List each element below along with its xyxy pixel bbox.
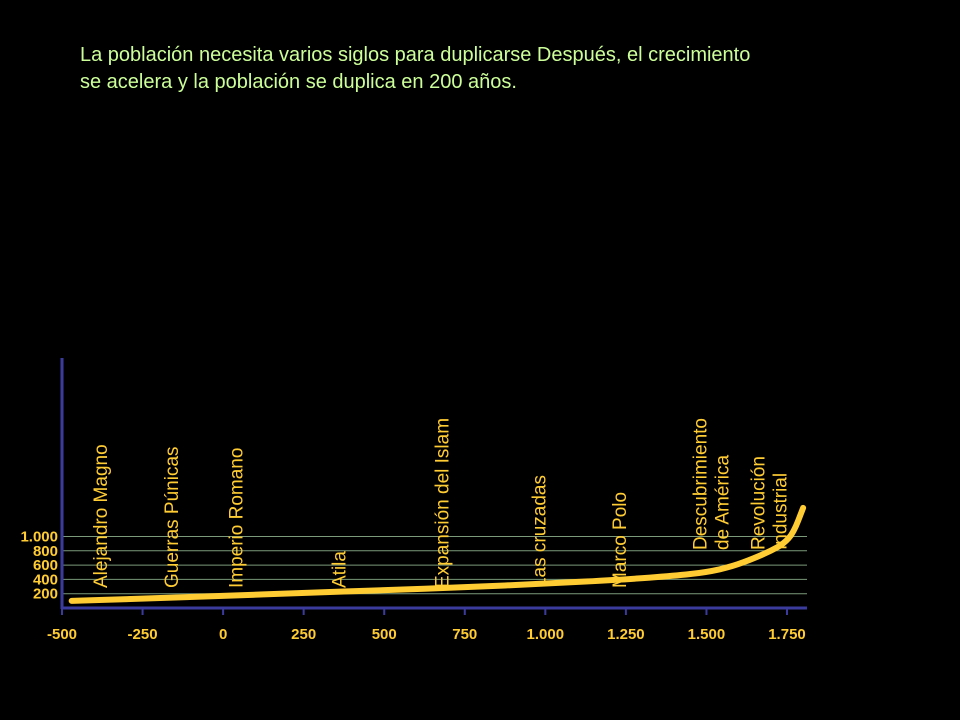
population-curve-layer	[68, 504, 807, 604]
y-tick-label: 800	[33, 543, 58, 560]
event-label: Marco Polo	[610, 492, 631, 588]
event-annotations: Alejandro Magno Guerras Púnicas Imperio Ro…	[91, 418, 791, 588]
x-tick-label: 500	[372, 626, 397, 643]
axes	[60, 358, 807, 615]
event-label: Imperio Romano	[226, 448, 247, 588]
event-label-line: Descubrimiento	[690, 418, 711, 550]
event-label: Las cruzadas	[529, 475, 550, 588]
event-label-line: Revolución	[748, 456, 769, 550]
event-label: Atila	[330, 551, 351, 588]
event-label: Descubrimiento de América	[690, 418, 733, 550]
y-tick-label: 400	[33, 571, 58, 588]
event-label: Alejandro Magno	[91, 444, 112, 588]
event-label-line: Alejandro Magno	[91, 444, 112, 588]
event-label-line: Guerras Púnicas	[162, 446, 183, 588]
x-tick-label: 1.750	[768, 626, 806, 643]
chart-caption: La población necesita varios siglos para…	[80, 44, 751, 93]
event-label-line: Atila	[330, 551, 351, 588]
event-label: Expansión del Islam	[433, 418, 454, 588]
x-tick-label: 750	[452, 626, 477, 643]
event-label-line: Marco Polo	[610, 492, 631, 588]
x-tick-labels: -500 -250 0 250 500 750 1.000 1.250 1.500 1.750	[47, 626, 806, 643]
event-label-line: Expansión del Islam	[433, 418, 454, 588]
x-tick-label: -250	[128, 626, 158, 643]
population-curve	[68, 504, 807, 604]
x-tick-label: 1.000	[527, 626, 565, 643]
x-tick-label: 0	[219, 626, 227, 643]
event-label-line: Las cruzadas	[529, 475, 550, 588]
y-tick-label: 600	[33, 557, 58, 574]
grid-lines	[62, 536, 807, 595]
x-tick-label: 250	[291, 626, 316, 643]
y-tick-label: 1.000	[20, 529, 58, 546]
event-label-line: de América	[712, 455, 733, 550]
event-label: Guerras Púnicas	[162, 446, 183, 588]
y-tick-label: 200	[33, 586, 58, 603]
event-label-line: Industrial	[770, 473, 791, 550]
event-label-line: Imperio Romano	[226, 448, 247, 588]
x-tick-label: 1.250	[607, 626, 645, 643]
x-tick-label: 1.500	[688, 626, 726, 643]
event-label: Revolución Industrial	[748, 456, 791, 550]
x-tick-label: -500	[47, 626, 77, 643]
